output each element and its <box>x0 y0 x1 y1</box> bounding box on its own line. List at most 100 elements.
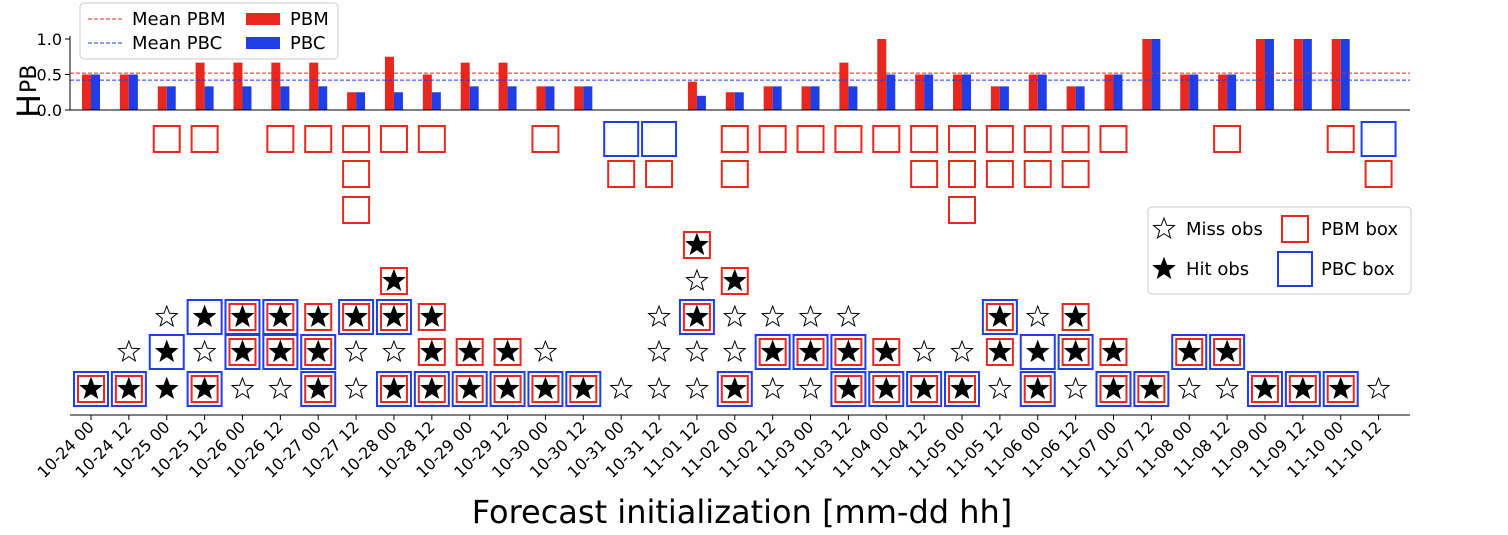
obs-box-pbm <box>493 338 522 366</box>
bar-pbm <box>1066 86 1076 110</box>
false-alarm-box-pbm <box>985 160 1014 188</box>
obs-box-pbm <box>493 375 522 403</box>
hit-obs-star <box>382 304 406 328</box>
miss-obs-star <box>647 339 671 363</box>
y-axis-label: HPB <box>10 65 48 118</box>
obs-box-pbm <box>417 375 446 403</box>
miss-obs-star <box>1366 376 1391 400</box>
obs-box-pbc <box>906 371 943 407</box>
bar-pbc <box>734 92 744 110</box>
obs-box-pbm <box>758 338 787 366</box>
bar-pbc <box>924 74 934 110</box>
false-alarm-box-pbm <box>342 160 371 188</box>
bar-pbc <box>962 74 972 110</box>
obs-box-pbc <box>1095 371 1132 407</box>
obs-box-pbc <box>1019 371 1056 407</box>
obs-box-pbc <box>1019 334 1056 370</box>
hit-obs-star <box>836 376 861 400</box>
obs-box-pbm <box>228 338 257 366</box>
miss-obs-star <box>268 376 293 400</box>
obs-box-pbm <box>682 231 711 259</box>
y-tick-label: 1.0 <box>37 30 62 49</box>
hit-obs-star <box>495 339 520 363</box>
bar-pbm <box>915 74 925 110</box>
legend-label: PBC <box>290 33 325 54</box>
false-alarm-box-pbm <box>531 125 560 153</box>
legend-box-swatch <box>1277 251 1313 287</box>
obs-box-pbm <box>379 267 408 295</box>
obs-box-pbm <box>455 375 484 403</box>
legend-open-star <box>1152 216 1176 240</box>
obs-box-pbm <box>304 303 333 331</box>
obs-box-pbc <box>1246 371 1283 407</box>
hit-obs-star <box>874 339 899 363</box>
miss-obs-star <box>685 376 709 400</box>
obs-box-pbm <box>682 303 711 331</box>
bar-pbc <box>583 86 593 110</box>
bar-pbc <box>1151 39 1161 110</box>
bar-pbc <box>1264 39 1274 110</box>
hit-obs-star <box>571 376 596 400</box>
hit-obs-star <box>1177 339 1202 363</box>
hit-obs-star <box>268 304 293 328</box>
obs-box-pbc <box>300 371 337 407</box>
obs-box-pbm <box>455 338 484 366</box>
miss-obs-star <box>647 376 671 400</box>
obs-box-pbm <box>266 338 295 366</box>
hit-obs-star <box>685 232 709 256</box>
obs-box-pbm <box>531 375 560 403</box>
legend-label: PBC box <box>1321 259 1395 280</box>
false-alarm-box-pbc <box>603 121 640 157</box>
bar-pbm <box>725 92 735 110</box>
false-alarm-box-pbm <box>645 160 674 188</box>
obs-box-pbm <box>77 375 105 403</box>
obs-box-pbm <box>304 338 333 366</box>
legend-label: Miss obs <box>1186 219 1263 240</box>
hit-obs-star <box>117 376 141 400</box>
obs-box-pbm <box>228 303 257 331</box>
bar-pbm <box>1028 74 1038 110</box>
hit-obs-star <box>230 339 255 363</box>
bar-pbm <box>460 62 470 110</box>
bar-pbc <box>1227 74 1237 110</box>
bar-pbm <box>347 92 357 110</box>
miss-obs-star <box>1063 376 1088 400</box>
hit-obs-star <box>1139 376 1164 400</box>
bar-pbm <box>271 62 281 110</box>
hit-obs-star <box>382 268 406 292</box>
mean-lines <box>70 72 1410 81</box>
hit-obs-star <box>988 339 1012 363</box>
hit-obs-star <box>306 376 331 400</box>
miss-obs-star <box>1025 304 1050 328</box>
bar-pbm <box>763 86 773 110</box>
miss-obs-star <box>685 339 709 363</box>
miss-obs-star <box>722 339 747 363</box>
bar-pbc <box>886 74 896 110</box>
miss-obs-star <box>836 304 861 328</box>
hit-obs-star <box>1063 304 1088 328</box>
legend-box-swatch <box>1281 215 1309 243</box>
obs-box-pbm <box>379 303 408 331</box>
hit-obs-star <box>836 339 861 363</box>
false-alarm-box-pbm <box>948 160 977 188</box>
obs-box-pbm <box>1099 338 1128 366</box>
hit-obs-star <box>1063 339 1088 363</box>
observation-grid <box>73 231 1391 407</box>
y-axis: 0.0 0.5 1.0 <box>37 30 1410 120</box>
bar-pbm <box>953 74 963 110</box>
legend-mid-frame <box>1147 206 1412 295</box>
miss-obs-star <box>154 304 179 328</box>
hit-obs-star <box>382 376 406 400</box>
hit-obs-star <box>760 339 785 363</box>
obs-box-pbm <box>834 375 863 403</box>
hit-obs-star <box>1328 376 1353 400</box>
obs-box-pbc <box>110 371 147 407</box>
bar-pbm <box>422 74 432 110</box>
obs-box-pbm <box>872 338 901 366</box>
bar-pbm <box>1180 74 1190 110</box>
false-alarm-box-pbm <box>720 160 749 188</box>
bar-pbm <box>1293 39 1303 110</box>
miss-obs-star <box>722 304 747 328</box>
obs-box-pbm <box>720 267 749 295</box>
